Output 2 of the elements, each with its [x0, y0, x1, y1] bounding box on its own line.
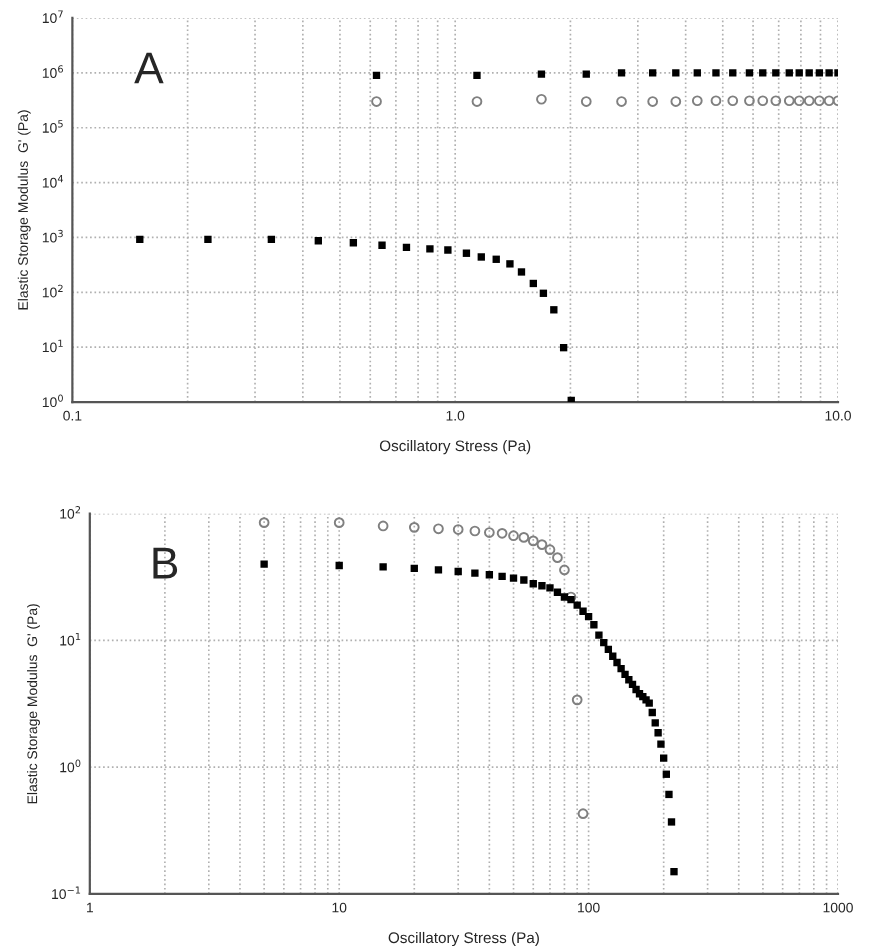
annotation: B — [153, 547, 178, 579]
annotation: A — [134, 52, 164, 84]
